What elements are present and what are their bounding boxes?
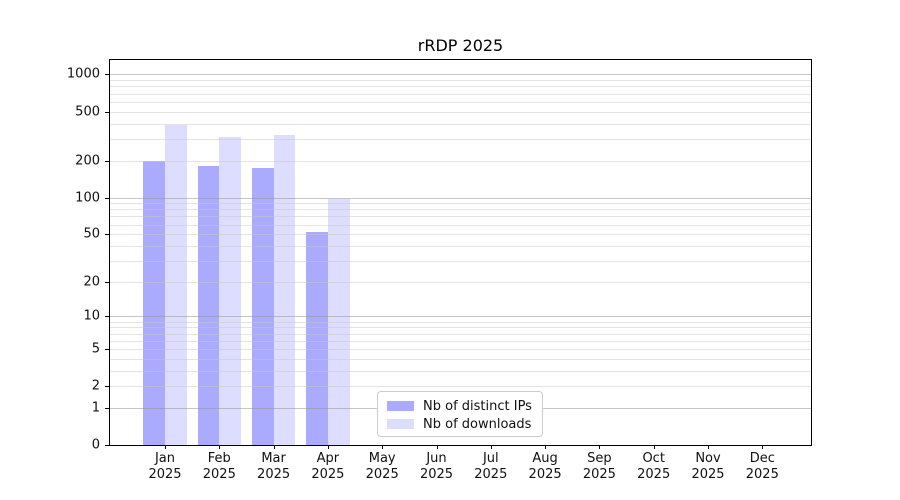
- x-tick-mark: [436, 445, 438, 449]
- y-tick-mark: [105, 197, 110, 199]
- y-tick-mark: [105, 386, 110, 388]
- x-tick-mark: [165, 445, 166, 449]
- gridline: [110, 93, 811, 95]
- y-tick-label: 10: [83, 308, 100, 324]
- x-tick-label: Oct 2025: [637, 451, 671, 483]
- x-tick-label: Feb 2025: [202, 451, 236, 483]
- bar: [143, 161, 165, 445]
- y-tick-mark: [105, 445, 110, 446]
- bar: [251, 168, 274, 445]
- legend-swatch: [387, 419, 414, 429]
- bar: [197, 166, 220, 445]
- gridline: [110, 111, 811, 113]
- x-tick-label: Aug 2025: [528, 451, 562, 483]
- x-tick-label: May 2025: [365, 451, 399, 483]
- x-tick-label: Dec 2025: [745, 451, 779, 483]
- legend-label: Nb of downloads: [423, 416, 532, 432]
- y-tick-mark: [105, 111, 110, 113]
- chart-title: rRDP 2025: [417, 36, 504, 55]
- x-tick-mark: [762, 445, 764, 449]
- gridline: [110, 123, 811, 125]
- y-tick-label: 2: [91, 378, 100, 394]
- x-tick-label: Jun 2025: [419, 451, 454, 483]
- x-tick-mark: [327, 445, 329, 449]
- bar: [219, 136, 241, 445]
- y-tick-mark: [105, 74, 110, 76]
- x-tick-mark: [599, 445, 601, 449]
- gridline: [110, 86, 811, 88]
- x-tick-label: Apr 2025: [311, 451, 345, 483]
- y-tick-mark: [105, 348, 110, 350]
- plot-area: Nb of distinct IPs Nb of downloads 0 1 2 5 1…: [67, 59, 812, 482]
- gridline: [110, 160, 811, 162]
- x-tick-mark: [273, 445, 275, 449]
- y-tick-label: 5: [91, 341, 100, 357]
- x-tick-mark: [545, 445, 547, 449]
- y-tick-mark: [105, 281, 110, 283]
- x-tick-mark: [382, 445, 384, 449]
- bar: [273, 135, 296, 445]
- legend-item: Nb of downloads: [387, 415, 542, 433]
- x-tick-label: Jan 2025: [148, 451, 182, 483]
- y-tick-mark: [105, 407, 110, 409]
- y-tick-mark: [105, 160, 110, 162]
- legend: Nb of distinct IPs Nb of downloads: [377, 391, 543, 437]
- x-tick-label: Jul 2025: [474, 451, 508, 483]
- x-tick-label: Nov 2025: [691, 451, 725, 483]
- y-tick-label: 100: [75, 190, 100, 205]
- x-tick-mark: [653, 445, 655, 449]
- y-tick-mark: [105, 234, 110, 236]
- y-tick-mark: [105, 316, 110, 318]
- legend-item: Nb of distinct IPs: [387, 397, 542, 415]
- y-tick-label: 1: [91, 400, 100, 416]
- x-tick-label: Mar 2025: [257, 451, 291, 483]
- bar: [327, 199, 350, 445]
- gridline: [110, 74, 811, 76]
- y-tick-label: 500: [75, 104, 100, 120]
- y-tick-label: 50: [83, 226, 100, 242]
- y-tick-label: 1000: [66, 66, 100, 82]
- x-tick-mark: [490, 445, 492, 449]
- y-tick-label: 0: [91, 437, 100, 453]
- gridline: [110, 138, 811, 140]
- y-tick-label: 200: [75, 153, 100, 169]
- legend-swatch: [387, 401, 414, 411]
- y-tick-label: 20: [83, 274, 100, 290]
- x-tick-mark: [219, 445, 221, 449]
- bar: [165, 125, 187, 445]
- legend-label: Nb of distinct IPs: [423, 398, 532, 414]
- x-tick-mark: [708, 445, 709, 449]
- bar: [306, 232, 328, 445]
- gridline: [110, 80, 811, 82]
- x-tick-label: Sep 2025: [582, 451, 616, 483]
- gridline: [110, 101, 811, 103]
